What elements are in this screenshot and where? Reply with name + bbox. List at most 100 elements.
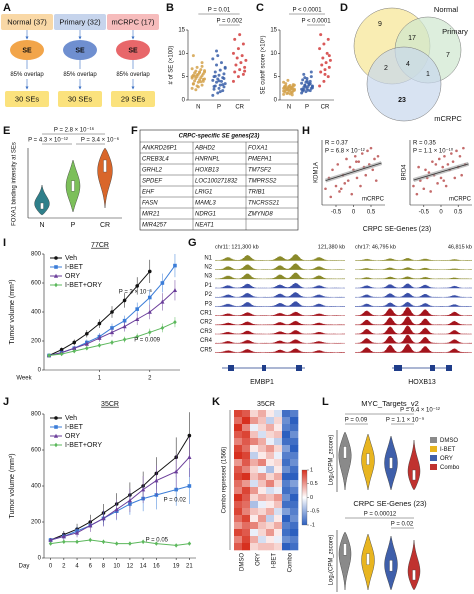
heat-cell bbox=[234, 480, 243, 488]
heat-cell bbox=[290, 515, 299, 523]
point bbox=[282, 80, 286, 84]
heat-cell bbox=[274, 501, 283, 509]
point bbox=[326, 75, 330, 79]
point bbox=[135, 284, 139, 288]
heat-cell bbox=[266, 508, 275, 516]
x-tick-label: N bbox=[196, 105, 200, 111]
colorbar-label: 1 bbox=[310, 467, 313, 473]
point bbox=[199, 68, 203, 72]
point bbox=[88, 523, 93, 528]
annotation: P = 6.8 × 10⁻¹² bbox=[325, 149, 365, 155]
point bbox=[376, 154, 380, 158]
point bbox=[310, 84, 314, 88]
heat-cell bbox=[282, 445, 291, 453]
heat-cell bbox=[234, 501, 243, 509]
point bbox=[223, 66, 227, 70]
y-tick-label: 5 bbox=[274, 74, 278, 80]
legend-marker bbox=[53, 273, 59, 278]
point bbox=[291, 83, 295, 87]
overlap-label: 85% overlap bbox=[63, 72, 97, 78]
heat-cell bbox=[274, 424, 283, 432]
point bbox=[195, 65, 199, 69]
point bbox=[369, 146, 373, 150]
annotation: P = 6.4 × 10⁻¹² bbox=[400, 408, 440, 414]
point bbox=[290, 93, 294, 97]
gene: LOC100271832 bbox=[195, 178, 238, 184]
heat-cell bbox=[290, 487, 299, 495]
point bbox=[114, 541, 119, 546]
point bbox=[282, 92, 286, 96]
gene: TNCRSS21 bbox=[248, 200, 279, 206]
point bbox=[97, 321, 102, 326]
point bbox=[109, 330, 115, 335]
group-box bbox=[54, 14, 106, 30]
point bbox=[325, 51, 329, 55]
y-axis-label: Log₂(CPM_zscore) bbox=[329, 535, 335, 586]
result-label: 30 SEs bbox=[68, 94, 92, 103]
point bbox=[222, 77, 226, 81]
point bbox=[187, 455, 192, 459]
heat-cell bbox=[258, 452, 267, 460]
point bbox=[339, 187, 343, 191]
point bbox=[323, 72, 327, 76]
point bbox=[217, 79, 221, 83]
heat-cell bbox=[274, 417, 283, 425]
point bbox=[122, 318, 127, 323]
heat-cell bbox=[274, 487, 283, 495]
series-line bbox=[50, 539, 190, 546]
point bbox=[194, 69, 198, 73]
y-axis-label: Log₂(CPM_zscore) bbox=[329, 435, 335, 486]
heat-cell bbox=[258, 473, 267, 481]
heat-cell bbox=[274, 529, 283, 537]
point bbox=[412, 184, 415, 188]
x-tick-label: 0 bbox=[439, 210, 443, 216]
heat-cell bbox=[258, 417, 267, 425]
point bbox=[455, 149, 458, 153]
panel-label: C bbox=[256, 2, 264, 14]
y-tick-label: 0 bbox=[38, 368, 42, 374]
venn-count: 17 bbox=[408, 35, 416, 42]
heat-cell bbox=[290, 431, 299, 439]
heat-cell bbox=[274, 438, 283, 446]
point bbox=[434, 163, 438, 166]
annotation: P = 0.02 bbox=[391, 522, 414, 528]
gene: LRIG1 bbox=[195, 189, 212, 195]
colorbar-label: -0.5 bbox=[310, 509, 319, 515]
set-label: Primary bbox=[442, 27, 468, 36]
annotation: P = 4.3 × 10⁻¹² bbox=[28, 138, 68, 144]
y-axis-label: Tumor volume (mm³) bbox=[9, 453, 16, 518]
annotation: P = 0.09 bbox=[345, 418, 368, 424]
point bbox=[462, 146, 465, 150]
point bbox=[221, 83, 225, 87]
point bbox=[437, 157, 441, 161]
point bbox=[441, 165, 445, 169]
x-tick-label: -0.5 bbox=[419, 210, 430, 216]
heat-cell bbox=[274, 480, 283, 488]
gene: NDRG1 bbox=[195, 211, 216, 217]
point bbox=[322, 79, 326, 83]
y-tick-label: 600 bbox=[31, 281, 42, 287]
annotation: P = 2.8 × 10⁻¹⁶ bbox=[54, 127, 95, 134]
signal-track bbox=[215, 330, 345, 335]
point bbox=[301, 78, 305, 82]
point bbox=[422, 187, 426, 191]
point bbox=[336, 163, 340, 166]
signal-track bbox=[215, 291, 345, 298]
panel-label: G bbox=[188, 237, 197, 249]
panel-label: H bbox=[302, 125, 310, 137]
gene: CREB3L4 bbox=[142, 156, 169, 162]
point bbox=[61, 534, 66, 539]
point bbox=[122, 324, 127, 329]
point bbox=[286, 78, 290, 82]
overlap-label: 85% overlap bbox=[116, 72, 150, 78]
chart-title: 35CR bbox=[101, 401, 119, 408]
point bbox=[215, 63, 219, 67]
heat-cell bbox=[290, 529, 299, 537]
legend-label: DMSO bbox=[440, 438, 458, 444]
point bbox=[285, 91, 289, 95]
heat-cell bbox=[266, 501, 275, 509]
violin-box bbox=[40, 202, 44, 210]
x-tick-label: 12 bbox=[127, 564, 134, 570]
point bbox=[371, 168, 375, 172]
heat-cell bbox=[234, 543, 243, 551]
